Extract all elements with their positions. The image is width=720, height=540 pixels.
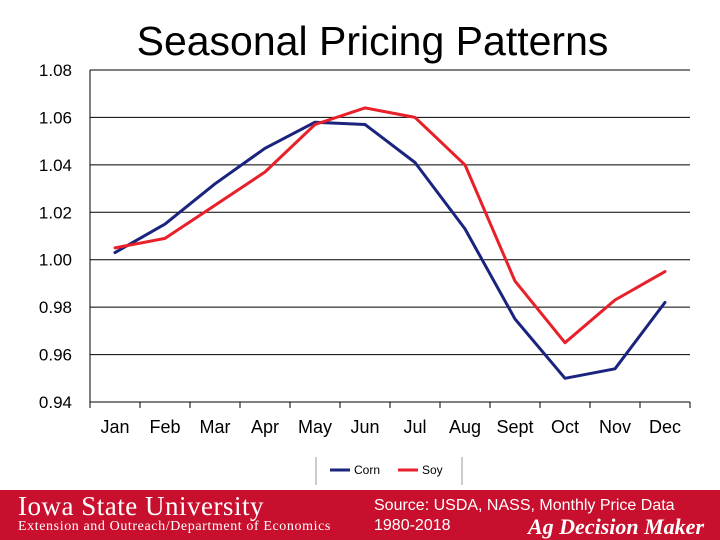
x-tick-label: Dec xyxy=(649,417,681,437)
x-tick-label: Jan xyxy=(100,417,129,437)
gridlines xyxy=(90,69,690,403)
y-tick-label: 0.96 xyxy=(39,346,72,365)
source-years-text: 1980-2018 xyxy=(374,517,451,534)
y-tick-label: 1.00 xyxy=(39,251,72,270)
legend: Corn Soy xyxy=(315,457,463,485)
line-chart: 0.94 0.96 0.98 1.00 1.02 1.04 1.06 1.08 Jan Feb M… xyxy=(39,61,691,485)
source-text: Source: USDA, NASS, Monthly Price Data xyxy=(374,497,675,514)
x-tick-label: Mar xyxy=(200,417,231,437)
y-tick-label: 0.94 xyxy=(39,393,72,412)
series-line-corn xyxy=(113,120,667,380)
y-tick-label: 0.98 xyxy=(39,298,72,317)
footer-bar xyxy=(0,490,720,540)
y-tick-label: 1.08 xyxy=(39,61,72,80)
y-tick-label: 1.04 xyxy=(39,156,72,175)
legend-label: Corn xyxy=(354,463,380,477)
x-axis: Jan Feb Mar Apr May Jun Jul Aug Sept Oct Nov Dec xyxy=(89,402,691,437)
ag-decision-maker-logo: Ag Decision Maker xyxy=(528,514,704,539)
x-tick-label: Feb xyxy=(149,417,180,437)
x-tick-label: Apr xyxy=(251,417,279,437)
x-tick-label: Jul xyxy=(403,417,426,437)
legend-label: Soy xyxy=(422,463,443,477)
y-tick-label: 1.06 xyxy=(39,108,72,127)
x-tick-label: Aug xyxy=(449,417,481,437)
chart-title: Seasonal Pricing Patterns xyxy=(136,18,609,64)
x-tick-label: Sept xyxy=(496,417,533,437)
series-line-soy xyxy=(113,106,667,345)
university-wordmark: Iowa State University xyxy=(18,491,264,521)
extension-department-text: Extension and Outreach/Department of Eco… xyxy=(18,519,331,534)
y-tick-label: 1.02 xyxy=(39,203,72,222)
x-tick-label: May xyxy=(298,417,332,437)
y-axis: 0.94 0.96 0.98 1.00 1.02 1.04 1.06 1.08 xyxy=(39,61,91,412)
x-tick-label: Nov xyxy=(599,417,631,437)
series-lines xyxy=(113,106,667,380)
x-tick-label: Jun xyxy=(350,417,379,437)
x-tick-label: Oct xyxy=(551,417,579,437)
